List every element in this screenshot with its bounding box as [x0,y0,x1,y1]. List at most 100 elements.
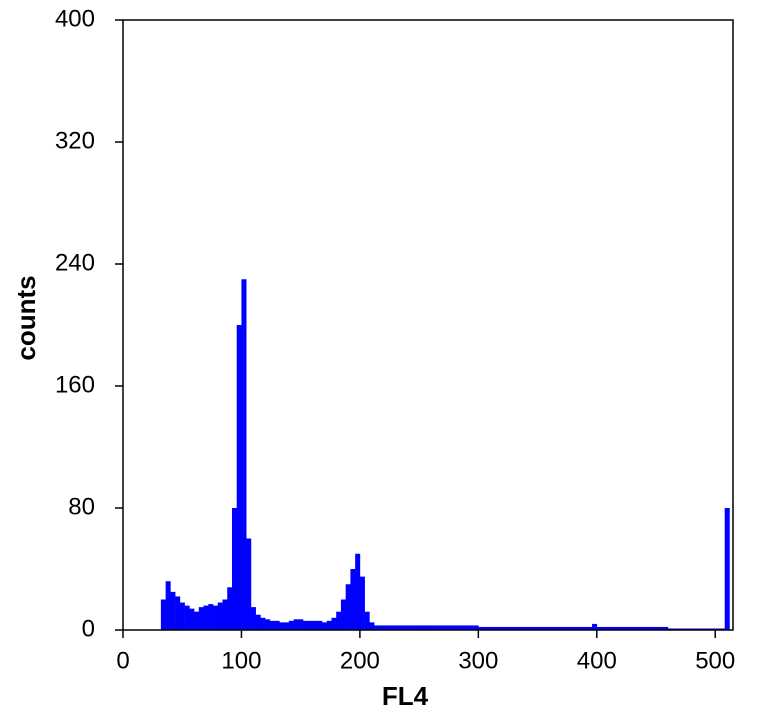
bar [558,626,564,630]
bar [364,611,370,630]
bar [231,508,238,630]
bar [639,626,645,630]
bar [701,628,707,630]
bar [303,620,309,630]
bar [269,620,275,630]
bar [468,625,474,630]
bar [355,553,361,630]
bar [388,625,394,630]
bar [198,607,204,630]
bar [625,626,631,630]
bar [563,626,569,630]
bar [274,620,280,630]
bar [393,625,399,630]
bar [568,626,574,630]
bar [284,622,290,630]
y-axis-label: counts [11,275,41,360]
bar [298,619,304,630]
bar [663,626,669,630]
bar [407,625,413,630]
bar [672,628,678,630]
bar [667,628,673,630]
y-tick-label: 80 [68,493,95,520]
bar [577,626,583,630]
bar [653,626,659,630]
bar [412,625,418,630]
bar [421,625,427,630]
bar [516,626,522,630]
bar [217,602,223,630]
bar [194,611,200,630]
bar [691,628,697,630]
bar [321,622,328,630]
bar [705,628,711,630]
bar [160,599,166,630]
plot-frame [122,19,734,631]
y-tick-label: 0 [82,615,95,642]
bar [435,625,441,630]
bar [606,626,612,630]
bar [587,626,593,630]
x-tick-label: 400 [577,647,617,674]
bar [677,628,683,630]
bar [246,538,252,630]
bar [184,605,190,630]
bar [719,628,726,630]
x-tick-label: 200 [340,647,380,674]
bar [511,626,517,630]
bar [464,625,470,630]
bar [502,626,508,630]
bar [525,626,531,630]
bar [549,626,555,630]
bar [648,626,654,630]
bar [227,587,233,630]
bar [241,279,247,630]
bar [634,626,640,630]
bar [250,607,256,630]
y-tick-label: 320 [55,127,95,154]
bar [445,625,451,630]
bar [520,626,527,630]
bar [260,617,266,630]
bar [336,611,342,630]
bar [483,626,489,630]
bar [573,626,579,630]
bar [374,625,380,630]
x-tick-label: 0 [116,647,129,674]
bar [203,605,209,630]
bar [208,604,214,630]
x-tick-label: 300 [458,647,498,674]
bar [696,628,702,630]
bar [611,626,617,630]
bar [596,626,602,630]
bar [293,619,299,630]
bar [487,626,493,630]
bar [369,622,375,630]
bar [426,625,432,630]
y-tick-label: 240 [55,249,95,276]
bar [459,625,465,630]
bar [658,626,664,630]
bar [715,628,721,630]
bar [402,625,408,630]
bar [378,625,384,630]
bar [175,596,181,630]
bar [440,625,446,630]
bar [449,625,455,630]
bar [179,602,185,630]
bar [710,628,716,630]
bar [345,584,351,630]
bar [236,325,242,630]
bar [340,599,346,630]
bar [279,622,285,630]
bar [686,628,692,630]
bar [592,623,598,630]
bar [397,625,403,630]
bar [317,620,323,630]
bar [724,508,730,630]
y-tick-label: 400 [55,5,95,32]
bar [620,626,626,630]
bar [629,626,635,630]
x-tick-label: 100 [221,647,261,674]
bar [312,620,318,630]
